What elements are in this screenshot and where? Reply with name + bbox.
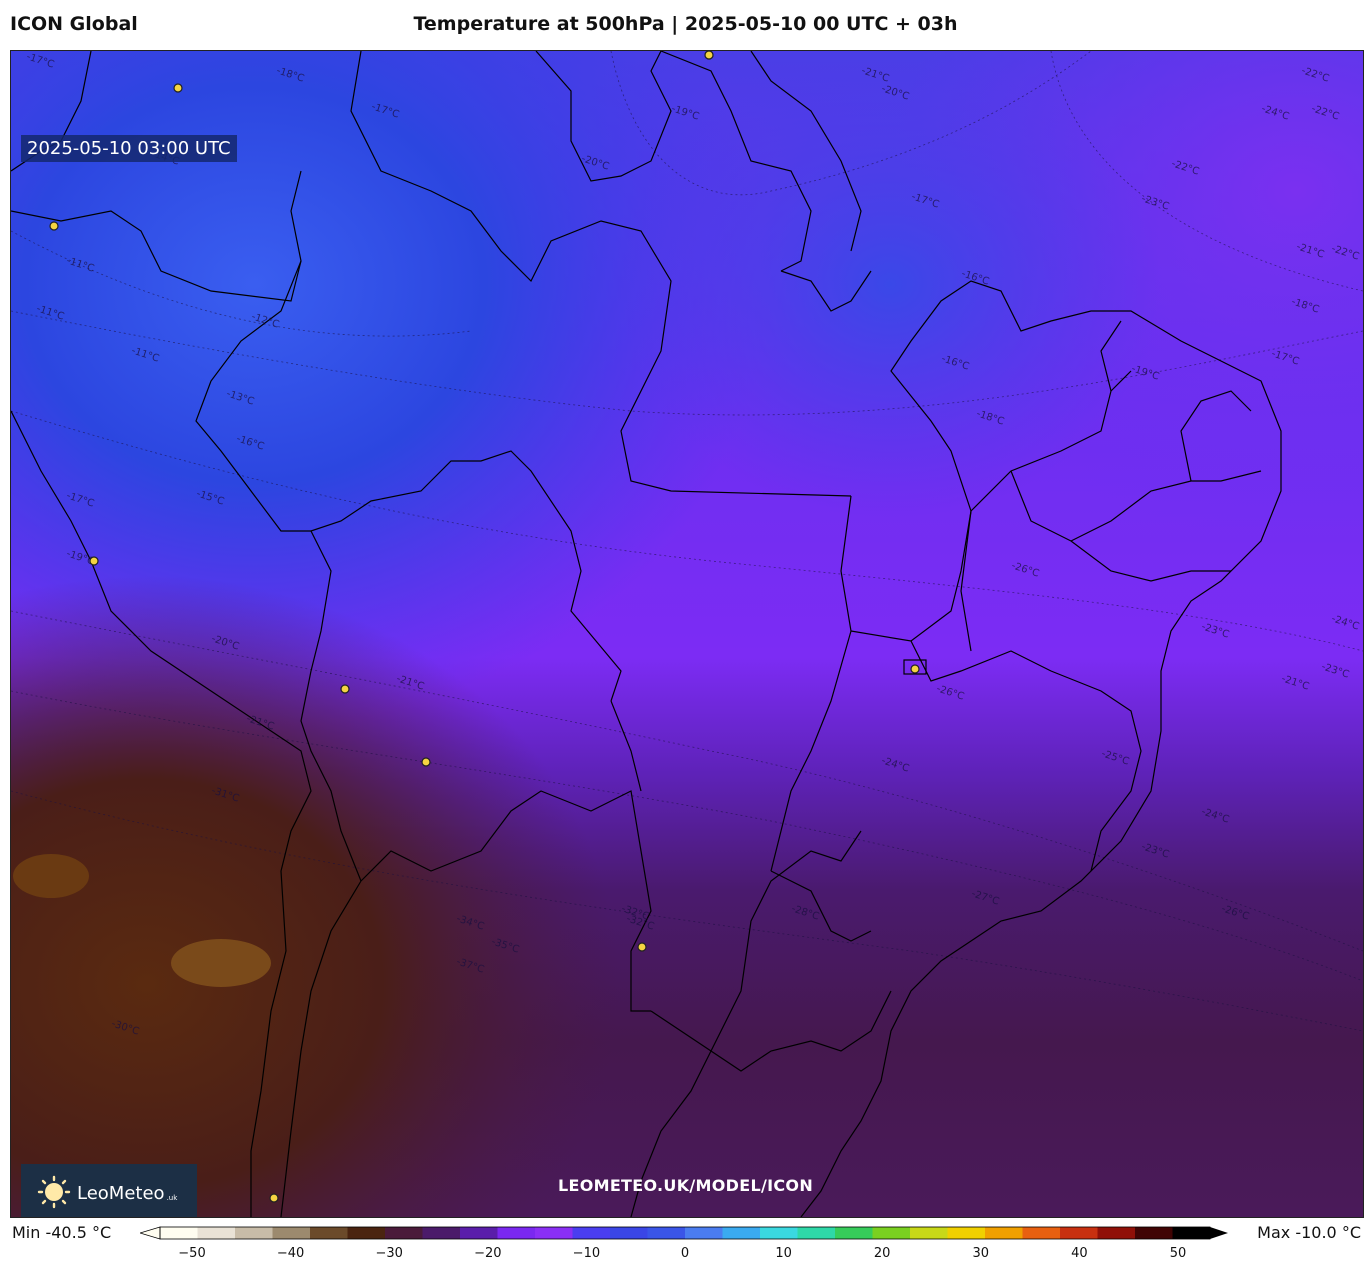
colorbar-cell bbox=[872, 1227, 911, 1239]
colorbar-tick-label: 50 bbox=[1169, 1246, 1187, 1261]
temperature-map[interactable]: -17°C-18°C-17°C-14°C-11°C-11°C-11°C-12°C… bbox=[10, 50, 1364, 1218]
colorbar-cell bbox=[347, 1227, 386, 1239]
city-marker[interactable] bbox=[704, 51, 714, 60]
model-name: ICON Global bbox=[10, 13, 138, 35]
colorbar-cell bbox=[385, 1227, 423, 1239]
city-marker[interactable] bbox=[340, 684, 350, 694]
colorbar-tick-label: 40 bbox=[1071, 1246, 1088, 1261]
chart-title: Temperature at 500hPa | 2025-05-10 00 UT… bbox=[413, 13, 958, 35]
colorbar-cell bbox=[910, 1227, 948, 1239]
colorbar-tick-label: −20 bbox=[474, 1246, 502, 1261]
colorbar-cell bbox=[1022, 1227, 1061, 1239]
colorbar-cell bbox=[572, 1227, 611, 1239]
colorbar-cell bbox=[760, 1227, 798, 1239]
colorbar-max-label: Max -10.0 °C bbox=[1257, 1223, 1361, 1242]
colorbar bbox=[140, 1226, 1228, 1240]
city-marker[interactable] bbox=[89, 556, 99, 566]
colorbar-tick-label: −50 bbox=[178, 1246, 206, 1261]
colorbar-low-arrow bbox=[140, 1226, 161, 1240]
colorbar-cell bbox=[647, 1227, 686, 1239]
colorbar-cell bbox=[272, 1227, 311, 1239]
colorbar-cell bbox=[722, 1227, 761, 1239]
watermark-url[interactable]: LEOMETEO.UK/MODEL/ICON bbox=[557, 1176, 814, 1195]
colorbar-tick-label: −40 bbox=[276, 1246, 305, 1261]
colorbar-border bbox=[159, 1226, 1211, 1240]
colorbar-cell bbox=[1097, 1227, 1136, 1239]
colorbar-tick-label: 20 bbox=[873, 1246, 891, 1261]
logo-text: LeoMeteo bbox=[77, 1183, 165, 1204]
colorbar-high-arrow bbox=[1210, 1227, 1228, 1239]
colorbar-tick-label: −30 bbox=[375, 1246, 403, 1261]
colorbar-cell bbox=[1135, 1227, 1173, 1239]
city-marker[interactable] bbox=[637, 942, 647, 952]
sun-icon bbox=[37, 1175, 71, 1213]
colorbar-cell bbox=[835, 1227, 873, 1239]
colorbar-cell bbox=[947, 1227, 986, 1239]
city-marker[interactable] bbox=[421, 757, 431, 767]
valid-time-label: 2025-05-10 03:00 UTC bbox=[21, 135, 237, 162]
colorbar-cell bbox=[535, 1227, 573, 1239]
colorbar-cell bbox=[422, 1227, 461, 1239]
leometeo-logo[interactable]: LeoMeteo .uk bbox=[21, 1164, 197, 1217]
colorbar-cell bbox=[1060, 1227, 1098, 1239]
colorbar-cell bbox=[310, 1227, 348, 1239]
colorbar-cell bbox=[235, 1227, 273, 1239]
colorbar-cell bbox=[1172, 1227, 1211, 1239]
colorbar-cell bbox=[497, 1227, 536, 1239]
colorbar-tick-label: 30 bbox=[972, 1246, 990, 1261]
logo-suffix: .uk bbox=[166, 1193, 178, 1202]
colorbar-tick-label: −10 bbox=[572, 1246, 601, 1261]
city-marker[interactable] bbox=[269, 1193, 279, 1203]
colorbar-min-label: Min -40.5 °C bbox=[12, 1223, 112, 1242]
colorbar-cell bbox=[197, 1227, 236, 1239]
colorbar-tick-label: 0 bbox=[680, 1246, 690, 1261]
city-marker[interactable] bbox=[173, 83, 183, 93]
colorbar-cell bbox=[685, 1227, 723, 1239]
map-canvas: -17°C-18°C-17°C-14°C-11°C-11°C-11°C-12°C… bbox=[11, 51, 1363, 1217]
colorbar-cell bbox=[797, 1227, 836, 1239]
city-marker[interactable] bbox=[49, 221, 59, 231]
colorbar-cell bbox=[985, 1227, 1023, 1239]
city-marker[interactable] bbox=[910, 664, 920, 674]
colorbar-cell bbox=[610, 1227, 648, 1239]
colorbar-tick-label: 10 bbox=[775, 1246, 792, 1261]
colorbar-cell bbox=[160, 1227, 198, 1239]
colorbar-cell bbox=[460, 1227, 498, 1239]
